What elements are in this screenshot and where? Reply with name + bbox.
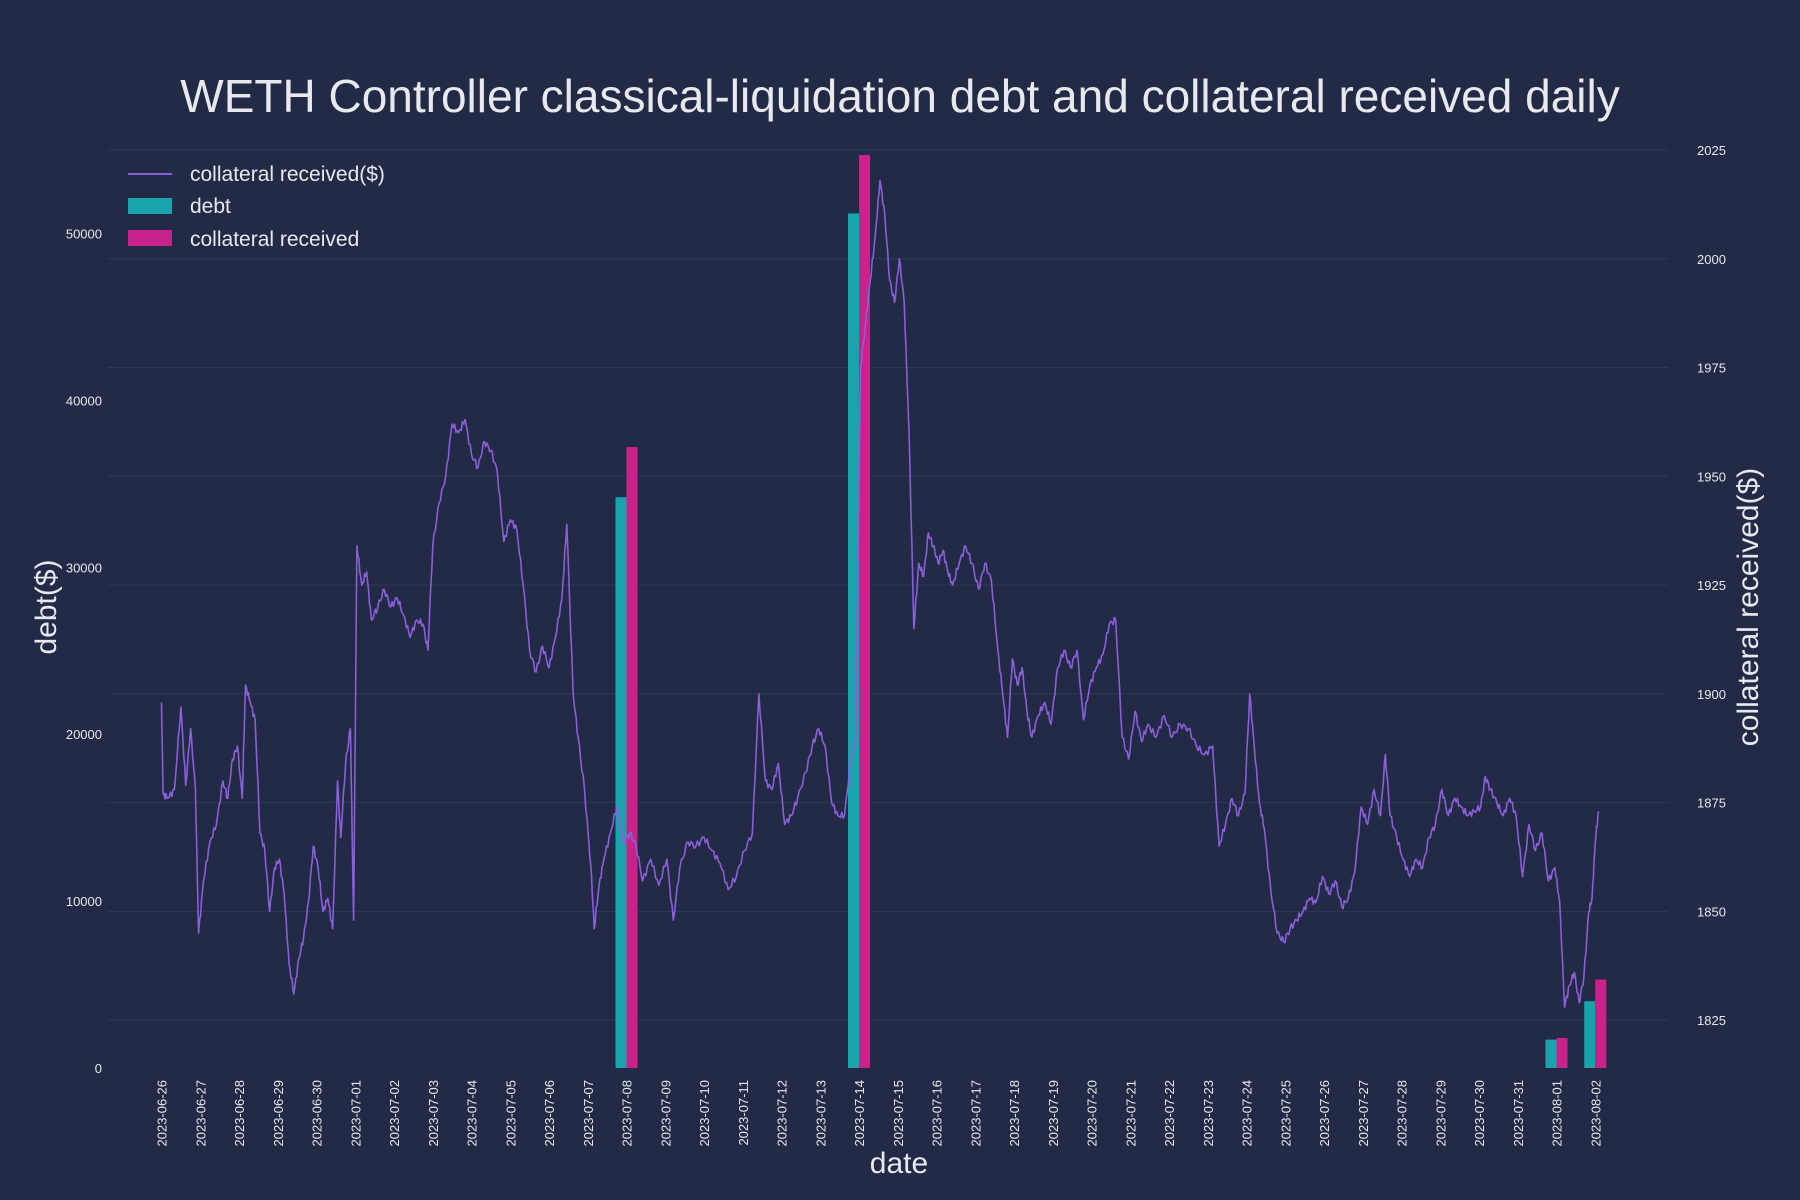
x-tick-label: 2023-07-10: [697, 1080, 712, 1147]
x-tick-label: 2023-07-07: [581, 1080, 596, 1147]
chart-title: WETH Controller classical-liquidation de…: [180, 70, 1619, 122]
y-tick-label: 50000: [66, 226, 102, 241]
y2-axis-title: collateral received($): [1732, 468, 1765, 746]
y-axis-title: debt($): [30, 559, 63, 654]
x-axis-title: date: [870, 1147, 928, 1180]
x-tick-label: 2023-07-05: [503, 1080, 518, 1147]
x-tick-label: 2023-07-18: [1007, 1080, 1022, 1147]
x-tick-label: 2023-07-01: [348, 1080, 363, 1147]
x-tick-label: 2023-07-23: [1201, 1080, 1216, 1147]
y2-tick-label: 1875: [1697, 796, 1726, 811]
line-series: [160, 179, 1600, 1008]
y2-tick-label: 1825: [1697, 1013, 1726, 1028]
y-tick-label: 20000: [66, 727, 102, 742]
x-tick-label: 2023-07-30: [1472, 1080, 1487, 1147]
gridlines: [108, 149, 1668, 1021]
x-tick-label: 2023-07-17: [968, 1080, 983, 1147]
x-tick-label: 2023-07-12: [775, 1080, 790, 1147]
x-tick-label: 2023-07-08: [620, 1080, 635, 1147]
x-tick-label: 2023-07-15: [891, 1080, 906, 1147]
y2-tick-label: 2000: [1697, 252, 1726, 267]
x-tick-label: 2023-08-02: [1588, 1080, 1603, 1147]
x-tick-label: 2023-07-31: [1511, 1080, 1526, 1147]
bars: [615, 155, 1607, 1069]
x-tick-label: 2023-07-02: [387, 1080, 402, 1147]
bar-debt: [1545, 1039, 1557, 1068]
bar-debt: [848, 213, 859, 1068]
y2-tick-label: 2025: [1697, 143, 1726, 158]
bar-collateral-received: [1556, 1037, 1568, 1068]
x-tick-label: 2023-07-13: [813, 1080, 828, 1147]
x-tick-label: 2023-06-28: [232, 1080, 247, 1147]
x-tick-label: 2023-06-29: [271, 1080, 286, 1147]
axes: 0 10000 20000 30000 40000 50000 1825 1850 1875 19…: [66, 143, 1726, 1147]
line-collateral-received-usd: [160, 179, 1600, 1008]
x-tick-label: 2023-06-26: [155, 1080, 170, 1147]
x-tick-label: 2023-07-26: [1317, 1080, 1332, 1147]
x-tick-label: 2023-07-19: [1046, 1080, 1061, 1147]
legend-label-debt: debt: [190, 195, 231, 218]
y-tick-label: 0: [95, 1061, 102, 1076]
y2-tick-label: 1950: [1697, 469, 1726, 484]
bar-collateral-received: [626, 447, 638, 1069]
legend-label-line: collateral received($): [190, 163, 385, 186]
x-tick-label: 2023-08-01: [1550, 1080, 1565, 1147]
x-tick-label: 2023-07-24: [1240, 1080, 1255, 1147]
legend-collateral-swatch: [128, 230, 172, 246]
x-tick-label: 2023-06-30: [310, 1080, 325, 1147]
y-tick-label: 30000: [66, 560, 102, 575]
x-tick-label: 2023-07-21: [1123, 1080, 1138, 1147]
y-tick-label: 40000: [66, 393, 102, 408]
x-tick-label: 2023-07-25: [1278, 1080, 1293, 1147]
x-tick-label: 2023-07-27: [1356, 1080, 1371, 1147]
y2-tick-label: 1900: [1697, 687, 1726, 702]
x-tick-label: 2023-07-04: [465, 1080, 480, 1147]
x-tick-label: 2023-07-11: [736, 1080, 751, 1146]
x-tick-label: 2023-07-28: [1395, 1080, 1410, 1147]
x-tick-label: 2023-07-22: [1162, 1080, 1177, 1147]
x-tick-label: 2023-07-14: [852, 1080, 867, 1147]
y2-tick-label: 1975: [1697, 361, 1726, 376]
x-tick-label: 2023-07-06: [542, 1080, 557, 1147]
legend-label-collateral: collateral received: [190, 228, 359, 251]
legend-debt-swatch: [128, 198, 172, 214]
x-tick-label: 2023-07-29: [1433, 1080, 1448, 1147]
bar-debt: [615, 497, 627, 1068]
legend: collateral received($) debt collateral r…: [128, 163, 385, 251]
y-tick-label: 10000: [66, 894, 102, 909]
x-tick-label: 2023-07-03: [426, 1080, 441, 1147]
bar-debt: [1584, 1001, 1596, 1068]
x-tick-label: 2023-07-16: [930, 1080, 945, 1147]
x-tick-label: 2023-07-20: [1085, 1080, 1100, 1147]
bar-collateral-received: [1595, 979, 1607, 1068]
x-tick-label: 2023-07-09: [658, 1080, 673, 1147]
y2-tick-label: 1850: [1697, 904, 1726, 919]
y2-tick-label: 1925: [1697, 578, 1726, 593]
bar-collateral-received: [859, 155, 870, 1069]
x-tick-label: 2023-06-27: [193, 1080, 208, 1147]
